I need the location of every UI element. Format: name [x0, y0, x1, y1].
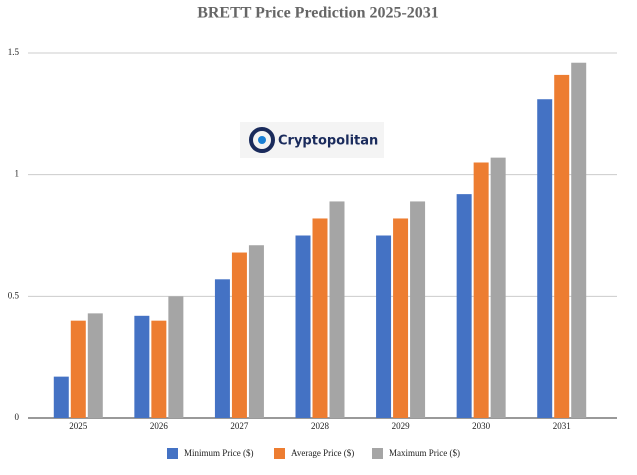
bar: [329, 201, 345, 418]
x-tick-label: 2025: [69, 421, 88, 431]
legend-swatch: [167, 448, 178, 459]
legend-swatch: [372, 448, 383, 459]
logo-text: Cryptopolitan: [278, 134, 378, 149]
bar: [295, 235, 311, 418]
bar: [490, 157, 506, 418]
chart-title: BRETT Price Prediction 2025-2031: [197, 5, 439, 22]
x-tick-label: 2026: [150, 421, 169, 431]
y-tick-label: 1: [15, 169, 20, 179]
bar: [134, 315, 150, 418]
legend-label: Minimum Price ($): [184, 448, 254, 458]
x-tick-label: 2031: [553, 421, 571, 431]
x-tick-label: 2030: [472, 421, 491, 431]
bar: [554, 74, 570, 419]
y-tick-label: 0.5: [8, 290, 20, 300]
bar: [312, 218, 328, 418]
bar: [151, 320, 167, 418]
bar: [473, 162, 489, 418]
bar: [410, 201, 426, 418]
logo-ring: [249, 127, 275, 153]
y-tick-label: 1.5: [8, 47, 20, 57]
watermark-logo: Cryptopolitan: [240, 122, 384, 158]
bar: [231, 252, 247, 418]
bar: [376, 235, 392, 418]
bar: [87, 313, 103, 418]
bar: [456, 194, 472, 418]
legend-label: Average Price ($): [291, 448, 354, 458]
bar: [214, 279, 230, 418]
logo-dot: [258, 136, 266, 144]
bar: [168, 296, 184, 418]
bar: [248, 245, 264, 418]
bar: [537, 99, 553, 418]
y-tick-label: 0: [15, 412, 20, 422]
legend-label: Maximum Price ($): [389, 448, 460, 458]
x-tick-label: 2027: [230, 421, 249, 431]
x-tick-label: 2029: [392, 421, 411, 431]
legend-swatch: [274, 448, 285, 459]
bar: [571, 62, 587, 418]
x-tick-label: 2028: [311, 421, 330, 431]
bar: [70, 320, 86, 418]
bar: [393, 218, 409, 418]
bar: [53, 376, 69, 418]
